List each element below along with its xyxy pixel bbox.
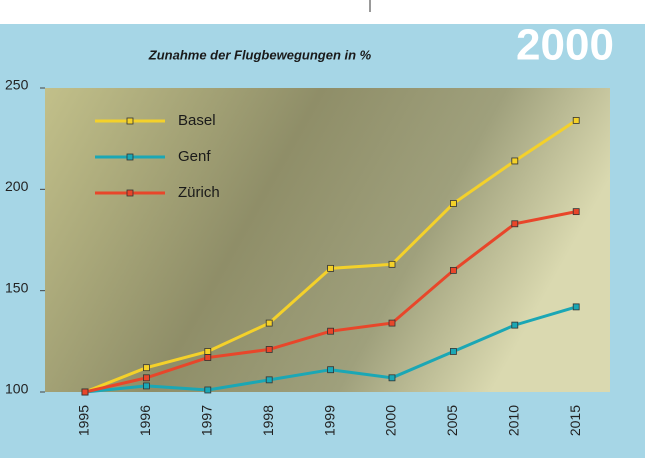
point-marker: [328, 328, 334, 334]
point-marker: [143, 383, 149, 389]
legend-label: Zürich: [178, 184, 220, 201]
point-marker: [512, 221, 518, 227]
x-tick-label: 2000: [383, 405, 399, 436]
point-marker: [389, 261, 395, 267]
point-marker: [328, 265, 334, 271]
point-marker: [389, 320, 395, 326]
x-tick-label: 1996: [137, 405, 153, 436]
point-marker: [450, 348, 456, 354]
point-marker: [450, 201, 456, 207]
x-tick-label: 2015: [567, 405, 583, 436]
x-tick-label: 1995: [76, 405, 92, 436]
point-marker: [512, 322, 518, 328]
point-marker: [143, 365, 149, 371]
point-marker: [82, 389, 88, 395]
chart-title: Zunahme der Flugbewegungen in %: [148, 47, 372, 62]
x-tick-label: 2005: [444, 405, 460, 436]
legend-label: Genf: [178, 148, 211, 165]
legend-marker: [127, 154, 133, 160]
point-marker: [205, 348, 211, 354]
y-tick-label: 250: [5, 77, 29, 93]
y-tick-label: 150: [5, 279, 29, 295]
point-marker: [205, 387, 211, 393]
point-marker: [266, 377, 272, 383]
point-marker: [573, 209, 579, 215]
x-tick-label: 1998: [260, 405, 276, 436]
y-tick-label: 100: [5, 381, 29, 397]
point-marker: [205, 355, 211, 361]
legend-marker: [127, 118, 133, 124]
plot-area: [45, 88, 610, 392]
year-badge: 2000: [516, 21, 614, 70]
point-marker: [512, 158, 518, 164]
point-marker: [143, 375, 149, 381]
y-tick-label: 200: [5, 178, 29, 194]
point-marker: [450, 267, 456, 273]
chart: Zunahme der Flugbewegungen in % 2000 100…: [0, 0, 645, 458]
point-marker: [573, 304, 579, 310]
x-tick-label: 1997: [199, 405, 215, 436]
x-tick-label: 2010: [506, 405, 522, 436]
x-tick-label: 1999: [321, 405, 337, 436]
point-marker: [328, 367, 334, 373]
point-marker: [266, 320, 272, 326]
point-marker: [266, 346, 272, 352]
point-marker: [389, 375, 395, 381]
legend-label: Basel: [178, 112, 216, 129]
point-marker: [573, 117, 579, 123]
legend-marker: [127, 190, 133, 196]
